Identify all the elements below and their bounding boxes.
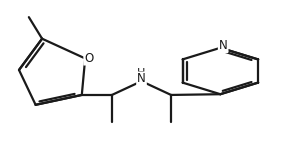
Text: H: H — [137, 68, 146, 78]
Text: N: N — [137, 72, 146, 85]
Text: N: N — [219, 39, 228, 52]
Text: O: O — [84, 52, 93, 65]
